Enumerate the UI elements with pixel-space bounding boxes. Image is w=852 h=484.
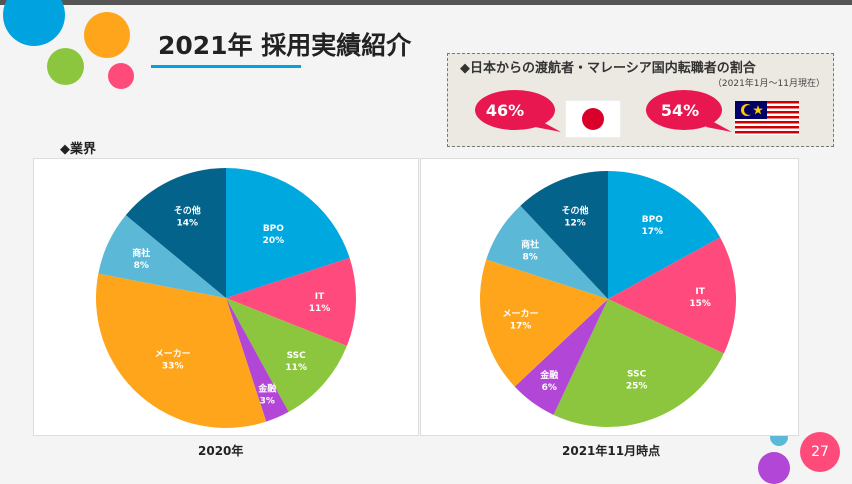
chart-caption-2021: 2021年11月時点 xyxy=(562,444,661,458)
slice-value-label: 25% xyxy=(626,381,648,391)
slice-value-label: 14% xyxy=(176,219,198,229)
chart-caption-2020: 2020年 xyxy=(198,444,244,458)
pie-slice-1 xyxy=(226,257,356,346)
slice-category-label: 金融 xyxy=(257,382,276,394)
callout-heading: ◆日本からの渡航者・マレーシア国内転職者の割合 xyxy=(460,61,756,76)
slice-value-label: 8% xyxy=(523,253,538,263)
pie-slice-2 xyxy=(553,299,724,427)
malaysia-share-bubble: 54% xyxy=(646,90,732,132)
pie-slice-4 xyxy=(480,259,608,387)
slice-value-label: 3% xyxy=(260,396,275,406)
decor-dot-pink xyxy=(108,63,134,89)
japan-flag-icon xyxy=(565,100,621,138)
slice-category-label: IT xyxy=(695,287,705,297)
decor-dot-blue xyxy=(3,0,65,46)
slice-value-label: 8% xyxy=(134,261,149,271)
pie-chart-2021: BPO 17% IT 15% SSC 25% 金融 6% メーカー 17% 商社 8% その他 12% xyxy=(480,171,736,427)
slice-category-label: その他 xyxy=(562,205,589,217)
malaysia-flag-icon xyxy=(735,101,799,135)
pie-slice-2 xyxy=(226,298,347,412)
slice-category-label: SSC xyxy=(627,369,647,379)
slice-category-label: メーカー xyxy=(155,348,191,359)
pie-slice-5 xyxy=(98,215,226,298)
callout-subheading: （2021年1月～11月現在） xyxy=(712,79,825,89)
slice-category-label: 金融 xyxy=(539,369,558,381)
pie-slice-1 xyxy=(608,237,736,354)
title-underline xyxy=(151,65,301,68)
ratio-callout: ◆日本からの渡航者・マレーシア国内転職者の割合 （2021年1月～11月現在） … xyxy=(447,53,834,147)
slice-value-label: 11% xyxy=(285,363,307,373)
pie-slice-3 xyxy=(514,299,608,415)
slice-value-label: 17% xyxy=(642,227,664,237)
slice-value-label: 6% xyxy=(542,383,557,393)
slice-category-label: IT xyxy=(315,292,325,302)
japan-share-bubble: 46% xyxy=(475,90,561,132)
slice-value-label: 17% xyxy=(510,322,532,332)
decor-dot-purple xyxy=(758,452,790,484)
slice-category-label: 商社 xyxy=(521,239,539,251)
slice-category-label: メーカー xyxy=(503,309,539,320)
slice-category-label: SSC xyxy=(287,351,307,361)
pie-slice-6 xyxy=(520,171,608,299)
section-label: ◆業界 xyxy=(60,142,96,157)
pie-slice-0 xyxy=(608,171,721,299)
top-bar xyxy=(0,0,852,5)
slice-value-label: 12% xyxy=(564,219,586,229)
page-number: 27 xyxy=(800,432,840,472)
decor-dot-orange xyxy=(84,12,130,58)
slice-value-label: 15% xyxy=(689,299,711,309)
page-title: 2021年 採用実績紹介 xyxy=(158,31,412,60)
decor-dot-green xyxy=(47,48,84,85)
pie-slice-3 xyxy=(226,298,289,422)
slice-value-label: 33% xyxy=(162,361,184,371)
japan-share-value: 46% xyxy=(486,101,524,120)
pie-slice-6 xyxy=(125,168,226,298)
slice-value-label: 20% xyxy=(263,236,285,246)
pie-slice-5 xyxy=(486,205,608,299)
slice-category-label: BPO xyxy=(642,215,663,225)
slice-value-label: 11% xyxy=(309,304,331,314)
slice-category-label: 商社 xyxy=(132,247,150,259)
pie-slice-0 xyxy=(226,168,350,298)
pie-slice-4 xyxy=(96,273,267,428)
pie-chart-2020: BPO 20% IT 11% SSC 11% 金融 3% メーカー 33% 商社 8% その他 14% xyxy=(96,168,356,428)
slice-category-label: BPO xyxy=(263,224,284,234)
slice-category-label: その他 xyxy=(174,205,201,217)
malaysia-share-value: 54% xyxy=(661,101,699,120)
